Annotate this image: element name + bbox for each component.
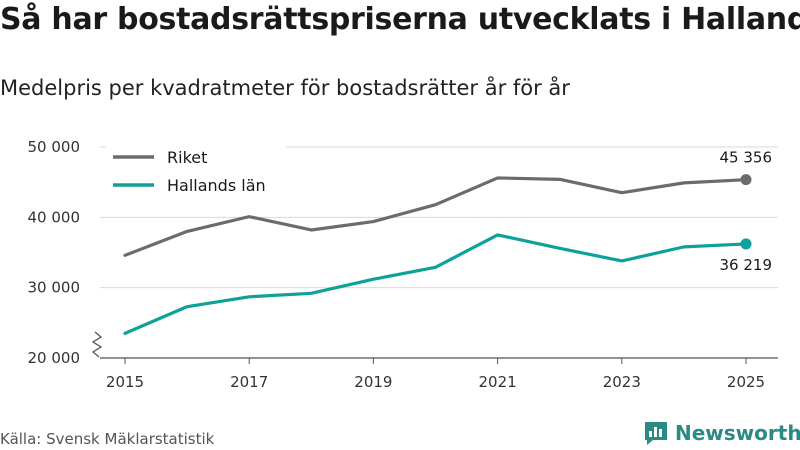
x-tick-label: 2021 bbox=[479, 373, 517, 391]
brand-name: Newsworthy bbox=[675, 421, 800, 445]
end-point-marker bbox=[740, 174, 752, 186]
x-tick-label: 2019 bbox=[354, 373, 392, 391]
x-tick-label: 2017 bbox=[230, 373, 268, 391]
x-tick-label: 2025 bbox=[727, 373, 765, 391]
chart-title: Så har bostadsrättspriserna utvecklats i… bbox=[0, 2, 800, 37]
y-tick-label: 30 000 bbox=[28, 279, 81, 297]
brand-logo: Newsworthy bbox=[643, 420, 800, 446]
legend-label: Riket bbox=[167, 148, 207, 167]
newsworthy-logo-icon bbox=[645, 422, 667, 445]
y-tick-label: 50 000 bbox=[28, 138, 81, 156]
y-tick-label: 40 000 bbox=[28, 208, 81, 226]
end-point-marker bbox=[740, 238, 752, 250]
series-line-hallands-lan bbox=[123, 233, 748, 335]
end-value-label: 45 356 bbox=[720, 149, 773, 167]
end-value-label: 36 219 bbox=[720, 256, 773, 274]
source-note: Källa: Svensk Mäklarstatistik bbox=[0, 430, 215, 448]
y-tick-label: 20 000 bbox=[28, 349, 81, 367]
x-tick-label: 2023 bbox=[603, 373, 641, 391]
legend-background bbox=[106, 142, 286, 200]
chart-subtitle: Medelpris per kvadratmeter för bostadsrä… bbox=[0, 76, 570, 100]
axis-break-mark bbox=[91, 331, 103, 358]
x-tick-label: 2015 bbox=[106, 373, 144, 391]
series-line-riket bbox=[123, 176, 748, 257]
legend-label: Hallands län bbox=[167, 176, 266, 195]
